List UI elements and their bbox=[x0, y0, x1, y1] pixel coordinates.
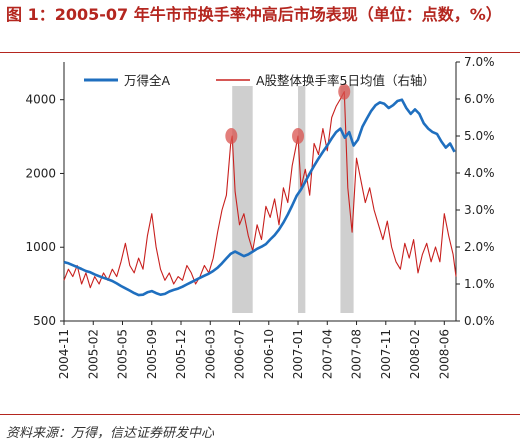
x-tick-label: 2007-11 bbox=[379, 329, 393, 379]
highlight-markers bbox=[225, 83, 351, 144]
right-tick-label: 5.0% bbox=[464, 129, 495, 143]
x-tick-label: 2008-02 bbox=[408, 329, 422, 379]
shaded-period-0 bbox=[232, 86, 253, 313]
x-tick-label: 2007-01 bbox=[291, 329, 305, 379]
left-tick-label: 1000 bbox=[25, 240, 56, 254]
shaded-period-1 bbox=[298, 86, 306, 313]
peak-marker-1 bbox=[292, 128, 305, 144]
peak-marker-2 bbox=[338, 83, 351, 100]
x-tick-label: 2006-03 bbox=[203, 329, 217, 379]
right-tick-label: 0.0% bbox=[464, 314, 495, 328]
x-tick-label: 2005-09 bbox=[145, 329, 159, 379]
left-tick-label: 2000 bbox=[25, 166, 56, 180]
legend-label-turnover: A股整体换手率5日均值（右轴） bbox=[256, 73, 435, 88]
series-line-turnover bbox=[63, 91, 457, 289]
x-tick-label: 2004-11 bbox=[57, 329, 71, 379]
figure-title: 图 1：2005-07 年牛市市换手率冲高后市场表现（单位：点数，%） bbox=[6, 5, 502, 24]
x-tick-label: 2007-08 bbox=[350, 329, 364, 379]
right-tick-label: 4.0% bbox=[464, 166, 495, 180]
x-tick-label: 2005-02 bbox=[86, 329, 100, 379]
legend-label-index: 万得全A bbox=[124, 73, 171, 88]
x-tick-label: 2006-07 bbox=[233, 329, 247, 379]
axes: 500 1000 2000 4000 0.0% 1.0% 2.0% 3.0% 4.0% 5.0% 6… bbox=[25, 55, 494, 379]
x-tick-label: 2008-06 bbox=[437, 329, 451, 379]
right-tick-label: 1.0% bbox=[464, 277, 495, 291]
left-tick-label: 4000 bbox=[25, 93, 56, 107]
right-tick-label: 2.0% bbox=[464, 240, 495, 254]
series-line-index bbox=[63, 98, 456, 297]
source-note: 资料来源：万得，信达证券研发中心 bbox=[6, 426, 215, 441]
right-tick-label: 6.0% bbox=[464, 92, 495, 106]
x-tick-label: 2006-10 bbox=[262, 329, 276, 379]
x-tick-label: 2005-05 bbox=[116, 329, 130, 379]
x-tick-label: 2005-12 bbox=[174, 329, 188, 379]
series-lines bbox=[63, 91, 457, 297]
right-tick-label: 3.0% bbox=[464, 203, 495, 217]
shaded-periods bbox=[232, 86, 354, 313]
peak-marker-0 bbox=[225, 128, 238, 144]
title-divider bbox=[0, 52, 520, 53]
shaded-period-2 bbox=[340, 86, 354, 313]
right-tick-label: 7.0% bbox=[464, 55, 495, 69]
plot-frame bbox=[63, 62, 457, 322]
left-tick-label: 500 bbox=[33, 314, 56, 328]
legend: 万得全A A股整体换手率5日均值（右轴） bbox=[84, 73, 435, 88]
source-divider bbox=[0, 414, 520, 415]
x-tick-label: 2007-04 bbox=[320, 329, 334, 379]
